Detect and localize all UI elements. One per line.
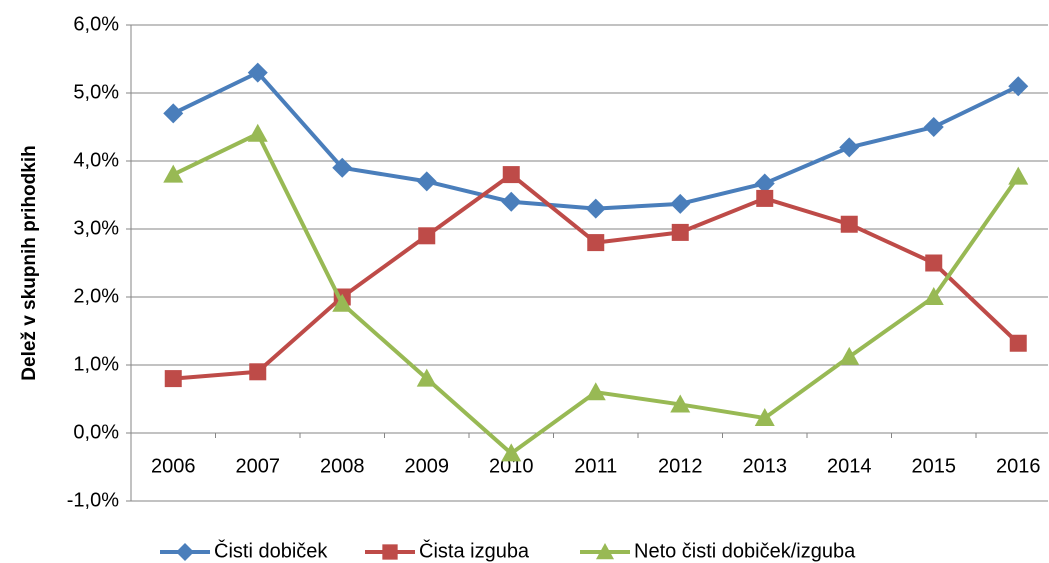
y-axis-label: Delež v skupnih prihodkih [19,145,40,380]
x-tick-label: 2016 [996,455,1041,477]
y-tick-label: 4,0% [73,149,119,171]
marker [247,123,268,142]
x-tick-label: 2012 [658,455,703,477]
marker [501,443,522,462]
x-tick-label: 2014 [827,455,872,477]
marker [332,157,353,178]
y-tick-label: 2,0% [73,285,119,307]
marker [754,173,775,194]
marker [670,394,691,413]
marker [1009,334,1027,352]
y-tick-label: 6,0% [73,13,119,35]
legend-marker [176,543,194,561]
marker [416,171,437,192]
marker [587,234,605,252]
marker [163,164,184,183]
x-tick-label: 2011 [574,455,617,477]
marker [585,382,606,401]
marker [332,293,353,312]
marker [839,346,860,365]
marker [923,117,944,137]
marker [163,103,184,124]
x-tick-label: 2006 [151,455,196,477]
legend-marker [596,543,614,560]
x-tick-label: 2013 [743,455,788,477]
marker [756,189,774,207]
marker [923,287,944,305]
x-tick-label: 2010 [489,455,534,477]
marker [585,198,606,219]
marker [416,368,437,387]
x-tick-label: 2008 [320,455,365,477]
y-tick-label: -1,0% [67,489,119,511]
marker [501,191,522,212]
legend-label: Neto čisti dobiček/izguba [634,540,856,562]
series-line [172,131,1020,456]
marker [925,254,943,272]
marker [418,227,436,245]
marker [1008,76,1029,97]
y-tick-label: 5,0% [73,81,119,103]
marker [1008,166,1029,185]
marker [164,370,182,388]
marker [671,223,689,241]
x-tick-label: 2007 [236,455,281,477]
legend-marker [382,544,398,560]
x-tick-label: 2009 [405,455,450,477]
marker [840,215,858,233]
marker [247,62,268,83]
y-tick-label: 3,0% [73,217,119,239]
x-tick-label: 2015 [912,455,957,477]
marker [754,408,775,427]
legend-label: Čisti dobiček [214,539,328,562]
marker [839,137,860,158]
y-tick-label: 0,0% [73,421,119,443]
legend-label: Čista izguba [419,539,530,562]
y-tick-label: 1,0% [73,353,119,375]
marker [502,166,520,184]
marker [670,193,691,214]
marker [249,363,267,381]
